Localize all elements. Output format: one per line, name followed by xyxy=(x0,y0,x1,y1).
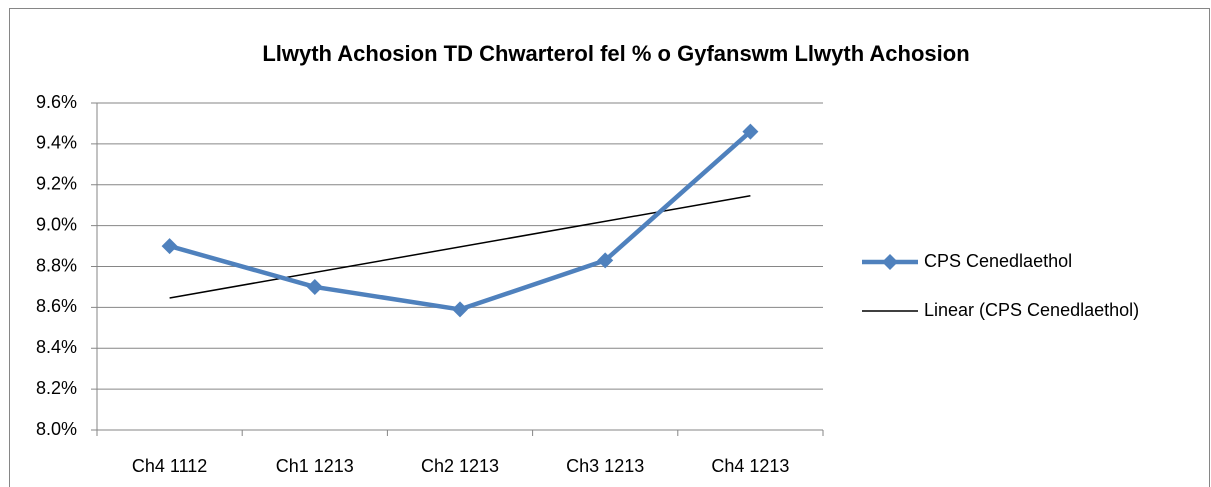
data-point xyxy=(742,123,759,140)
y-tick-label: 8.2% xyxy=(36,378,77,398)
x-tick-label: Ch1 1213 xyxy=(276,456,354,476)
data-point xyxy=(597,252,614,269)
y-tick-label: 8.8% xyxy=(36,255,77,275)
y-tick-label: 8.0% xyxy=(36,419,77,439)
data-point xyxy=(452,301,468,318)
legend-label: Linear (CPS Cenedlaethol) xyxy=(924,300,1139,320)
x-tick-label: Ch2 1213 xyxy=(421,456,499,476)
x-tick-label: Ch3 1213 xyxy=(566,456,644,476)
y-tick-label: 9.2% xyxy=(36,174,77,194)
data-point xyxy=(306,278,323,295)
data-point xyxy=(161,238,178,255)
y-tick-label: 8.6% xyxy=(36,296,77,316)
x-tick-label: Ch4 1112 xyxy=(132,456,207,476)
y-tick-label: 9.4% xyxy=(36,133,77,153)
y-tick-label: 9.6% xyxy=(36,92,77,112)
legend-marker xyxy=(882,254,898,270)
y-tick-label: 9.0% xyxy=(36,214,77,234)
chart-border xyxy=(9,8,1210,487)
trend-line xyxy=(169,195,751,299)
x-tick-label: Ch4 1213 xyxy=(711,456,789,476)
chart-title: Llwyth Achosion TD Chwarterol fel % o Gy… xyxy=(262,41,969,66)
y-tick-label: 8.4% xyxy=(36,337,77,357)
legend-label: CPS Cenedlaethol xyxy=(924,251,1072,271)
